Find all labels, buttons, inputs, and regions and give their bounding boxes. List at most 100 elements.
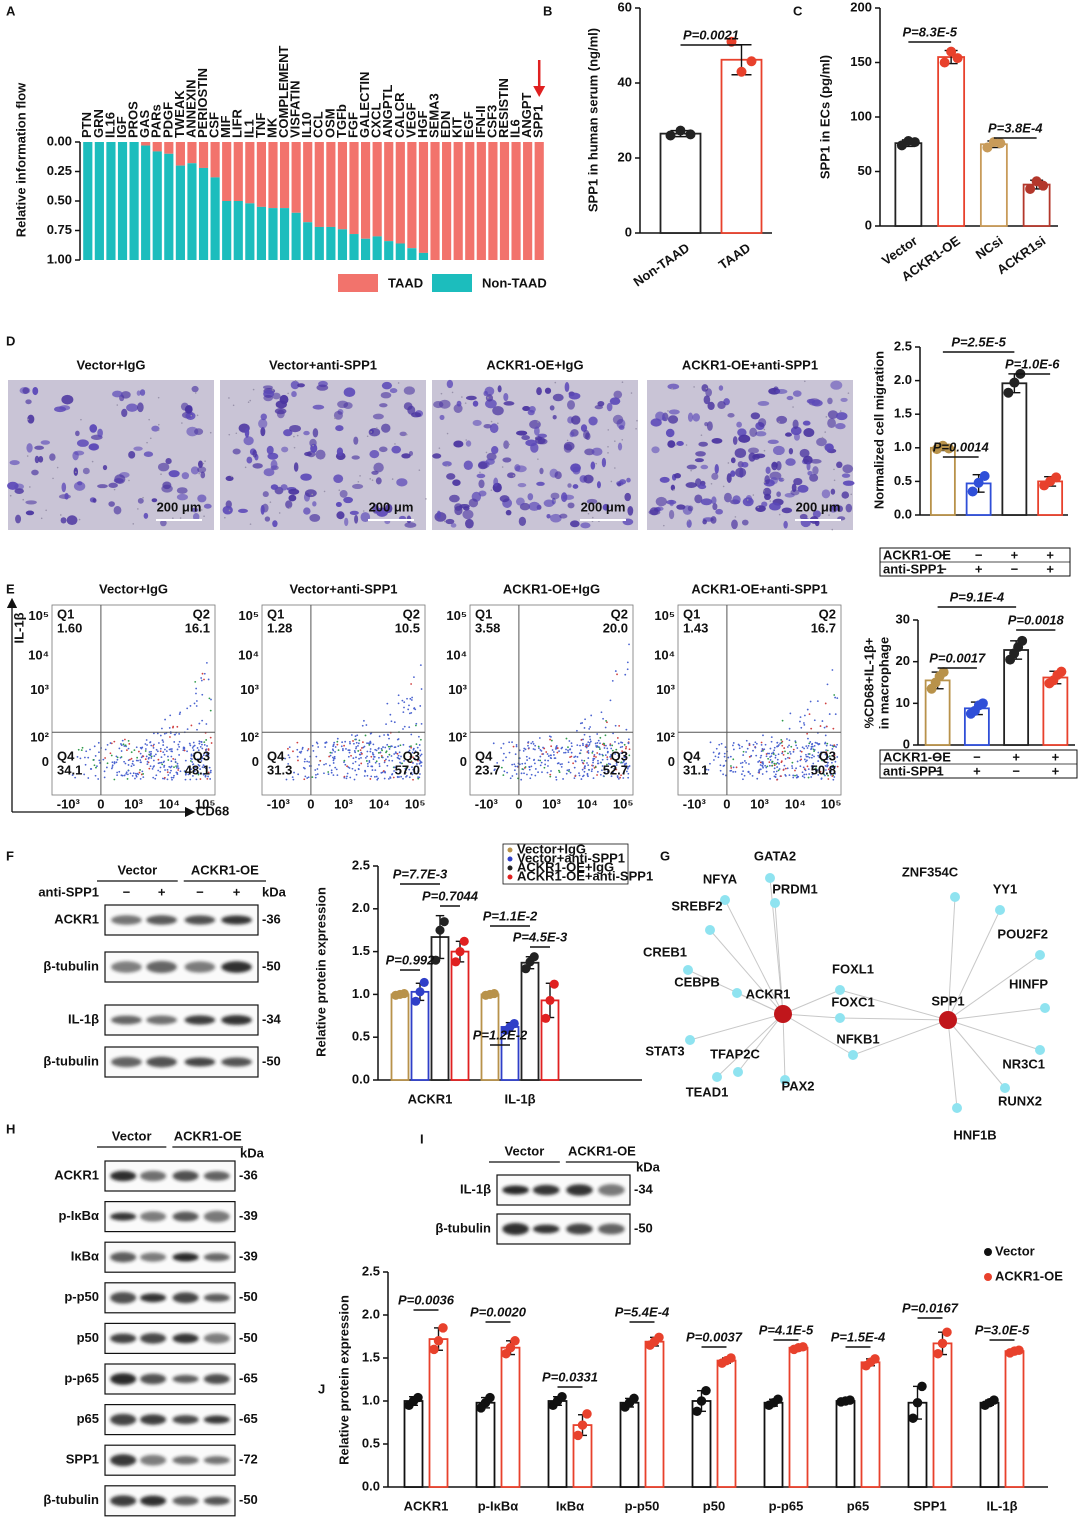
condition-mark: +: [1012, 749, 1020, 764]
flow-event: [799, 765, 802, 768]
flow-event: [161, 727, 163, 730]
flow-event: [587, 775, 589, 778]
flow-event: [343, 759, 346, 762]
flow-event: [751, 774, 754, 777]
flow-event: [358, 757, 360, 760]
flow-event: [128, 742, 131, 745]
flow-event: [574, 775, 577, 777]
blot-band: [110, 1495, 137, 1507]
flow-event: [831, 761, 833, 764]
flow-event: [616, 673, 618, 676]
stained-cell: [453, 404, 463, 413]
flow-event: [363, 745, 366, 748]
flow-event: [390, 745, 393, 748]
flow-event: [742, 754, 745, 756]
flow-event: [770, 736, 773, 739]
stained-cell: [381, 381, 393, 390]
pore: [294, 379, 297, 382]
flow-event: [807, 776, 810, 779]
flow-event: [207, 771, 210, 774]
blot-row-label: IL-1β: [68, 1011, 99, 1026]
pore: [595, 462, 597, 465]
blot-band: [566, 1184, 593, 1196]
flow-event: [145, 755, 148, 758]
flow-event: [402, 777, 404, 780]
stained-cell: [34, 445, 45, 450]
flow-x-tick: 10⁵: [821, 796, 842, 811]
flow-event: [413, 676, 415, 679]
flow-event: [176, 725, 179, 728]
pore: [232, 404, 235, 407]
flow-x-tick: 0: [307, 796, 314, 811]
pore: [825, 416, 828, 418]
stained-cell: [408, 451, 414, 456]
flow-event: [616, 775, 619, 777]
stained-cell: [692, 413, 700, 422]
stained-cell: [310, 443, 318, 453]
stained-cell: [108, 501, 115, 507]
flow-event: [323, 772, 325, 775]
flow-event: [532, 743, 535, 745]
data-point: [1056, 666, 1067, 677]
flow-event: [534, 768, 537, 770]
flow-event: [579, 722, 582, 725]
flow-event: [760, 741, 763, 744]
pore: [833, 468, 835, 471]
flow-event: [609, 763, 612, 766]
flow-event: [788, 744, 790, 747]
flow-event: [303, 767, 306, 770]
stacked-bar: [164, 153, 174, 260]
network-node: [770, 898, 780, 908]
stained-cell: [626, 477, 631, 483]
flow-event: [176, 748, 179, 751]
stained-cell: [731, 519, 738, 530]
flow-event: [765, 755, 768, 758]
legend-label: Vector: [995, 1243, 1035, 1258]
flow-event: [139, 746, 142, 749]
pore: [630, 392, 633, 394]
pore: [157, 429, 160, 432]
flow-event: [773, 749, 776, 752]
flow-event: [157, 769, 160, 772]
flow-event: [743, 760, 746, 762]
flow-event: [748, 763, 750, 765]
flow-event: [825, 769, 827, 771]
stacked-bar: [152, 142, 162, 152]
flow-event: [809, 741, 812, 743]
flow-event: [612, 764, 615, 767]
flow-event: [509, 777, 512, 780]
stained-cell: [711, 472, 719, 480]
flow-event: [198, 722, 201, 725]
flow-event: [408, 712, 411, 715]
p-value: P=3.8E-4: [988, 120, 1043, 135]
flow-event: [419, 738, 422, 741]
stacked-bar: [83, 142, 93, 260]
stained-cell: [539, 467, 544, 475]
stained-cell: [304, 489, 317, 498]
node-label: POU2F2: [997, 926, 1048, 941]
flow-event: [397, 754, 400, 757]
flow-event: [569, 748, 571, 751]
flow-event: [601, 758, 604, 761]
flow-event: [348, 749, 351, 752]
stained-cell: [143, 451, 154, 457]
flow-event: [377, 777, 379, 780]
blot-band: [172, 1333, 199, 1344]
stacked-bar: [465, 142, 475, 260]
panel-label: D: [6, 333, 15, 348]
flow-plot: [51, 604, 216, 796]
flow-event: [116, 771, 119, 774]
micrograph-title: ACKR1-OE+IgG: [486, 357, 583, 372]
flow-x-tick: 10⁴: [785, 796, 806, 811]
flow-event: [116, 774, 119, 776]
flow-event: [574, 755, 577, 758]
y-tick-label: 20: [896, 653, 910, 668]
flow-event: [827, 756, 830, 758]
y-tick-label: 0.0: [362, 1478, 380, 1493]
y-tick-label: 2.0: [362, 1306, 380, 1321]
stained-cell: [113, 506, 122, 515]
flow-event: [144, 743, 147, 745]
flow-event: [616, 737, 619, 739]
flow-event: [592, 764, 594, 767]
